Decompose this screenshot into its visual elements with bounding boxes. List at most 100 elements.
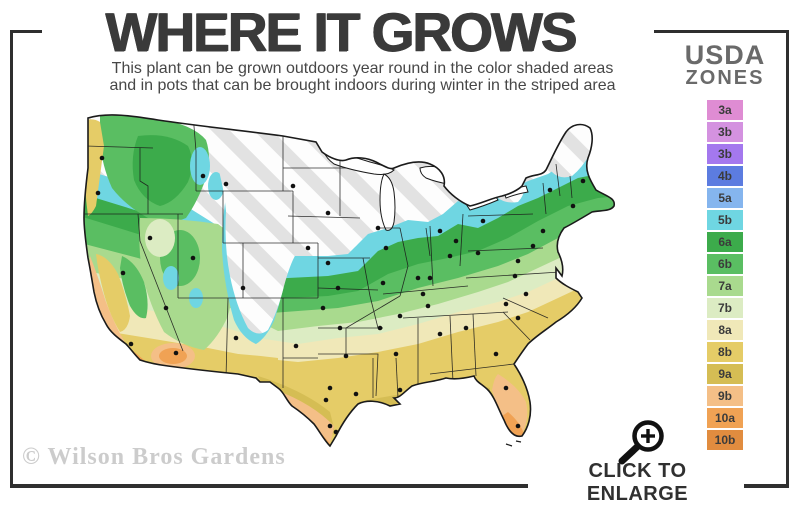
- frame-top-right: [654, 30, 789, 33]
- city-dot: [353, 391, 359, 397]
- city-dot: [147, 235, 153, 241]
- city-dot: [503, 301, 509, 307]
- frame-left: [10, 30, 13, 487]
- city-dot: [375, 225, 381, 231]
- city-dot: [515, 258, 521, 264]
- city-dot: [530, 243, 536, 249]
- city-dot: [383, 245, 389, 251]
- zone-patch-9b-florida: [492, 374, 528, 435]
- city-dot: [480, 218, 486, 224]
- city-dot: [190, 255, 196, 261]
- city-dot: [437, 228, 443, 234]
- subtitle-line2: and in pots that can be brought indoors …: [109, 77, 616, 94]
- city-dot: [580, 178, 586, 184]
- legend-zone-chip-z8a: 8a: [707, 320, 743, 340]
- city-dot: [475, 250, 481, 256]
- city-dot: [523, 291, 529, 297]
- city-dot: [223, 181, 229, 187]
- us-outline: [83, 114, 616, 448]
- watermark: © Wilson Bros Gardens: [22, 444, 286, 470]
- florida-keys: [505, 440, 522, 447]
- city-dot: [512, 273, 518, 279]
- zone-patch-cascade-cyan: [190, 147, 210, 185]
- legend-zone-chip-z10b: 10b: [707, 430, 743, 450]
- zone-patch-pnw-coast-gold: [84, 119, 104, 216]
- legend-chip-list: 3a 3b 3b 4b 5a 5b 6a 6b 7a 7b 8a 8b 9a 9b 10a 10b: [660, 100, 790, 450]
- legend-zone-chip-z3a: 3a: [707, 100, 743, 120]
- usda-zones-legend: USDA ZONES 3a 3b 3b 4b 5a 5b 6a 6b 7a 7b 8a 8b 9a 9b 1…: [660, 42, 790, 452]
- city-dot: [397, 387, 403, 393]
- legend-zone-chip-z6b: 6b: [707, 254, 743, 274]
- zone-patch-sierra: [120, 256, 148, 319]
- legend-zone-chip-z3b1: 3b: [707, 122, 743, 142]
- city-dot: [163, 305, 169, 311]
- city-dot: [503, 385, 509, 391]
- city-dot: [393, 351, 399, 357]
- legend-zone-chip-z5a: 5a: [707, 188, 743, 208]
- city-dot: [240, 285, 246, 291]
- legend-zone-chip-z4b: 4b: [707, 166, 743, 186]
- city-dot: [128, 341, 134, 347]
- frame-right: [786, 30, 789, 487]
- city-dot: [250, 379, 256, 385]
- legend-zone-chip-z7b: 7b: [707, 298, 743, 318]
- city-dot: [305, 245, 311, 251]
- frame-bottom-right: [744, 484, 789, 488]
- city-dot: [335, 285, 341, 291]
- legend-zone-chip-z7a: 7a: [707, 276, 743, 296]
- city-dot: [453, 238, 459, 244]
- city-dot: [425, 303, 431, 309]
- click-to-enlarge-label[interactable]: CLICK TO ENLARGE: [586, 460, 689, 505]
- city-dot: [325, 260, 331, 266]
- city-dot: [515, 315, 521, 321]
- lake-michigan: [379, 173, 396, 231]
- city-dot: [420, 291, 426, 297]
- legend-zone-chip-z10a: 10a: [707, 408, 743, 428]
- city-dot: [397, 313, 403, 319]
- city-dot: [325, 210, 331, 216]
- zone-patch-pnw-dark-green: [132, 135, 192, 206]
- city-dot: [570, 203, 576, 209]
- frame-bottom-main: [10, 484, 528, 488]
- city-dot: [437, 331, 443, 337]
- city-dot: [380, 280, 386, 286]
- legend-zone-chip-z9b: 9b: [707, 386, 743, 406]
- legend-zone-chip-z6a: 6a: [707, 232, 743, 252]
- subtitle-line1: This plant can be grown outdoors year ro…: [111, 60, 614, 77]
- legend-title-usda: USDA: [684, 40, 766, 70]
- city-dot: [343, 353, 349, 359]
- city-dot: [515, 423, 521, 429]
- city-dot: [173, 350, 179, 356]
- zone-patch-basin-cyan1: [163, 266, 179, 290]
- page-title: WHERE IT GROWS: [104, 1, 577, 63]
- legend-zone-chip-z8b: 8b: [707, 342, 743, 362]
- usda-zone-map[interactable]: [78, 106, 638, 458]
- city-dot: [99, 155, 105, 161]
- legend-zone-chip-z9a: 9a: [707, 364, 743, 384]
- city-dot: [427, 275, 433, 281]
- city-dot: [493, 351, 499, 357]
- city-dot: [415, 275, 421, 281]
- city-dot: [293, 343, 299, 349]
- city-dot: [95, 190, 101, 196]
- legend-zone-chip-z5b: 5b: [707, 210, 743, 230]
- city-dot: [323, 397, 329, 403]
- zone-patch-basin-pale: [145, 219, 175, 257]
- city-dot: [320, 305, 326, 311]
- city-dot: [327, 385, 333, 391]
- zone-patch-phoenix: [159, 348, 187, 364]
- city-dot: [290, 183, 296, 189]
- city-dot: [337, 325, 343, 331]
- city-dot: [120, 270, 126, 276]
- city-dot: [200, 173, 206, 179]
- magnifier-plus-icon[interactable]: [608, 408, 672, 468]
- city-dot: [377, 325, 383, 331]
- city-dot: [233, 335, 239, 341]
- city-dot: [447, 253, 453, 259]
- legend-zone-chip-z3b2: 3b: [707, 144, 743, 164]
- frame-top-left-stub: [10, 30, 42, 33]
- city-dot: [547, 187, 553, 193]
- zone-patch-ca-valley: [96, 254, 130, 332]
- zone-patch-rockies-cyan: [208, 172, 224, 200]
- city-dot: [327, 423, 333, 429]
